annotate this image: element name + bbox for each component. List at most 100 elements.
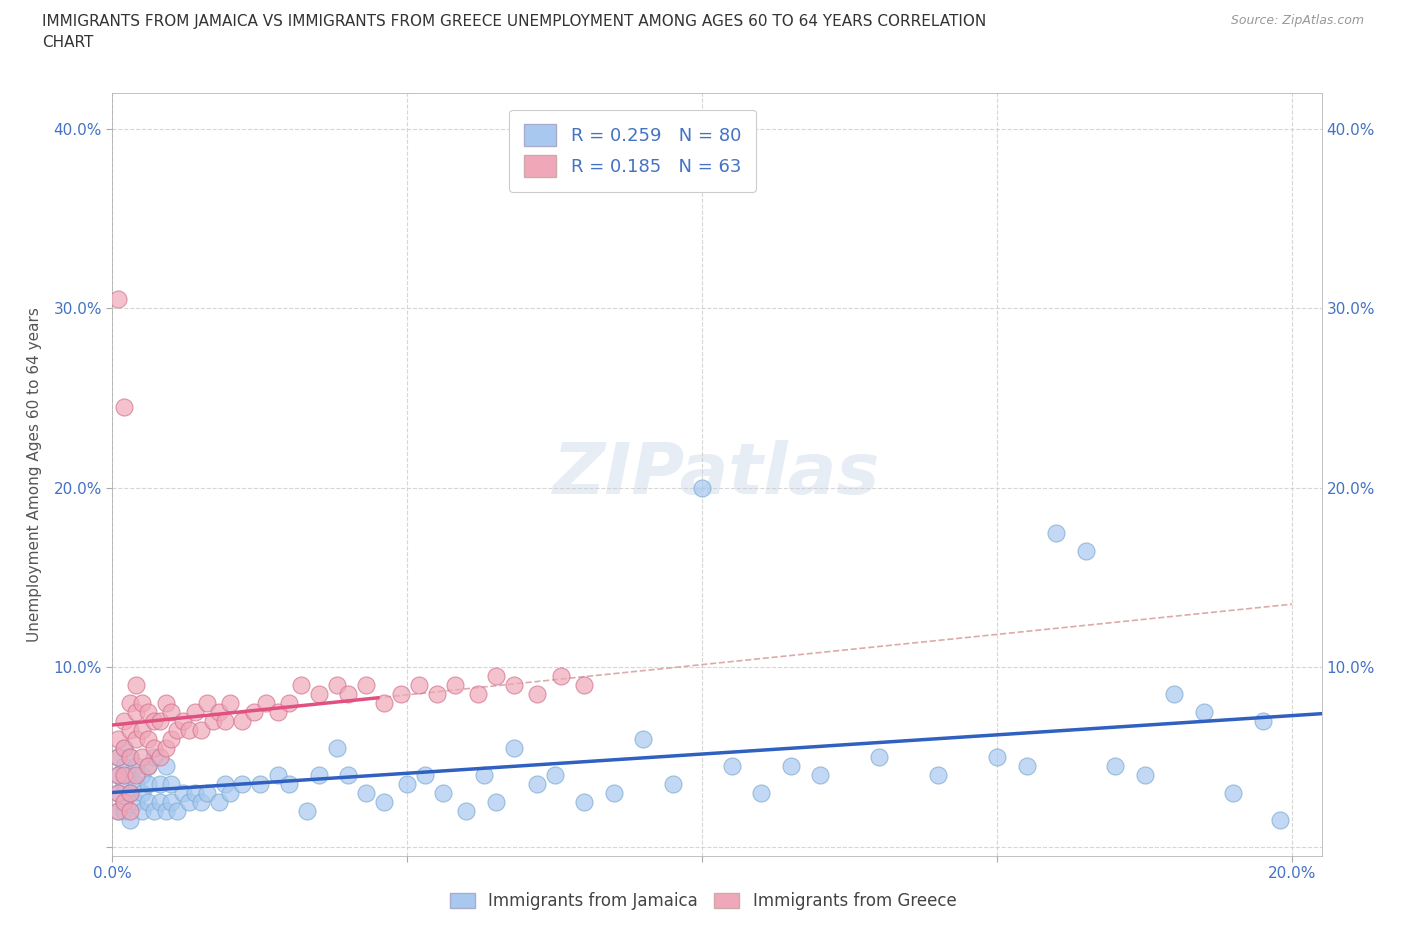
Point: [190, 723, 212, 737]
Point: [155, 804, 177, 818]
Point: [107, 785, 129, 800]
Point: [408, 678, 430, 693]
Point: [692, 480, 714, 495]
Point: [1045, 525, 1067, 540]
Point: [456, 804, 478, 818]
Point: [149, 750, 172, 764]
Point: [266, 767, 288, 782]
Point: [160, 794, 183, 809]
Point: [112, 759, 135, 774]
Point: [184, 785, 207, 800]
Point: [354, 785, 377, 800]
Y-axis label: Unemployment Among Ages 60 to 64 years: Unemployment Among Ages 60 to 64 years: [28, 307, 42, 642]
Point: [1192, 705, 1215, 720]
Point: [426, 686, 449, 701]
Point: [112, 777, 135, 791]
Point: [231, 777, 253, 791]
Point: [166, 804, 188, 818]
Point: [1163, 686, 1185, 701]
Point: [125, 705, 148, 720]
Point: [107, 292, 129, 307]
Point: [131, 696, 153, 711]
Point: [136, 732, 159, 747]
Point: [131, 750, 153, 764]
Point: [779, 759, 801, 774]
Point: [149, 794, 172, 809]
Point: [214, 713, 236, 728]
Point: [308, 686, 330, 701]
Point: [120, 812, 142, 827]
Point: [391, 686, 413, 701]
Point: [155, 740, 177, 755]
Point: [107, 732, 129, 747]
Point: [160, 705, 183, 720]
Point: [1270, 812, 1292, 827]
Point: [290, 678, 312, 693]
Point: [413, 767, 436, 782]
Text: ZIPatlas: ZIPatlas: [554, 440, 880, 509]
Point: [155, 696, 177, 711]
Point: [986, 750, 1008, 764]
Point: [112, 740, 135, 755]
Point: [112, 794, 135, 809]
Point: [1133, 767, 1156, 782]
Point: [208, 794, 231, 809]
Point: [107, 750, 129, 764]
Point: [574, 678, 596, 693]
Point: [125, 777, 148, 791]
Legend: R = 0.259   N = 80, R = 0.185   N = 63: R = 0.259 N = 80, R = 0.185 N = 63: [509, 110, 755, 192]
Point: [1222, 785, 1244, 800]
Point: [120, 767, 142, 782]
Point: [172, 785, 194, 800]
Point: [550, 669, 572, 684]
Point: [1104, 759, 1126, 774]
Point: [155, 759, 177, 774]
Point: [131, 723, 153, 737]
Point: [107, 785, 129, 800]
Point: [266, 705, 288, 720]
Point: [373, 696, 395, 711]
Point: [166, 723, 188, 737]
Point: [125, 732, 148, 747]
Legend: Immigrants from Jamaica, Immigrants from Greece: Immigrants from Jamaica, Immigrants from…: [443, 885, 963, 917]
Point: [136, 794, 159, 809]
Text: Source: ZipAtlas.com: Source: ZipAtlas.com: [1230, 14, 1364, 27]
Point: [1015, 759, 1038, 774]
Point: [868, 750, 890, 764]
Point: [526, 777, 548, 791]
Point: [254, 696, 277, 711]
Point: [472, 767, 495, 782]
Point: [136, 705, 159, 720]
Point: [107, 804, 129, 818]
Point: [107, 767, 129, 782]
Point: [107, 750, 129, 764]
Point: [160, 777, 183, 791]
Point: [526, 686, 548, 701]
Point: [633, 732, 655, 747]
Point: [337, 686, 360, 701]
Point: [432, 785, 454, 800]
Point: [201, 713, 224, 728]
Point: [214, 777, 236, 791]
Point: [112, 804, 135, 818]
Point: [112, 794, 135, 809]
Point: [107, 804, 129, 818]
Point: [325, 740, 347, 755]
Point: [112, 713, 135, 728]
Point: [120, 750, 142, 764]
Point: [112, 740, 135, 755]
Point: [502, 678, 524, 693]
Point: [149, 713, 172, 728]
Point: [136, 759, 159, 774]
Point: [120, 804, 142, 818]
Point: [136, 777, 159, 791]
Point: [184, 705, 207, 720]
Point: [136, 759, 159, 774]
Point: [112, 767, 135, 782]
Point: [142, 750, 165, 764]
Point: [195, 785, 218, 800]
Text: IMMIGRANTS FROM JAMAICA VS IMMIGRANTS FROM GREECE UNEMPLOYMENT AMONG AGES 60 TO : IMMIGRANTS FROM JAMAICA VS IMMIGRANTS FR…: [42, 14, 987, 29]
Point: [120, 785, 142, 800]
Point: [373, 794, 395, 809]
Point: [208, 705, 231, 720]
